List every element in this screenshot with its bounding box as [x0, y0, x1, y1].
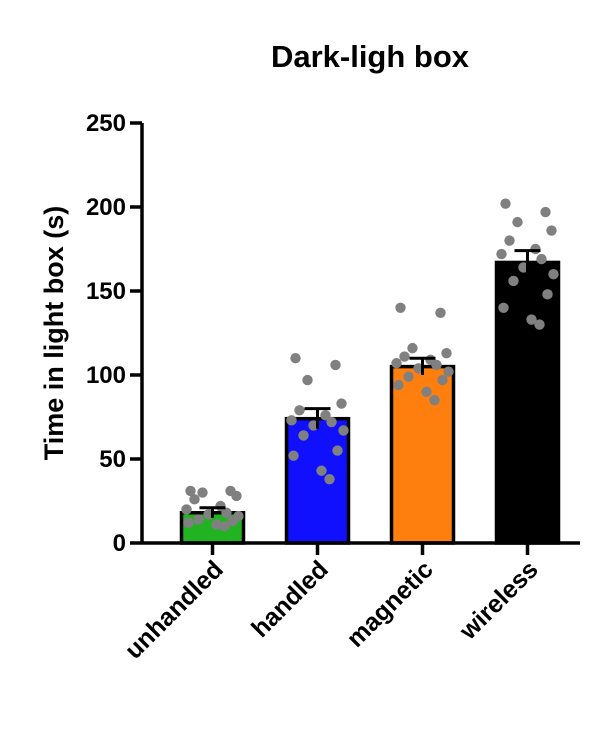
- data-point-unhandled: [189, 494, 200, 505]
- data-point-wireless: [498, 302, 509, 313]
- x-tick-label-magnetic: magnetic: [341, 555, 438, 652]
- bar-handled: [284, 416, 351, 545]
- data-point-unhandled: [221, 507, 232, 518]
- error-bars-layer: [199, 249, 541, 518]
- data-point-magnetic: [441, 347, 452, 359]
- data-point-wireless: [500, 198, 511, 209]
- y-tick-label: 250: [86, 110, 126, 137]
- data-point-wireless: [526, 314, 537, 325]
- data-point-unhandled: [227, 515, 238, 527]
- data-point-wireless: [496, 248, 507, 260]
- data-point-unhandled: [183, 517, 194, 529]
- data-point-wireless: [534, 319, 545, 330]
- y-tick-label: 50: [99, 446, 126, 473]
- x-tick-label-wireless: wireless: [453, 555, 543, 645]
- y-axis-label: Time in light box (s): [39, 206, 69, 461]
- points-layer: [181, 198, 559, 532]
- data-point-unhandled: [211, 519, 222, 530]
- data-point-handled: [326, 416, 337, 428]
- data-point-magnetic: [399, 351, 410, 362]
- data-point-wireless: [542, 289, 553, 300]
- data-point-magnetic: [431, 359, 442, 371]
- data-point-handled: [332, 445, 343, 456]
- y-tick-label: 200: [86, 194, 126, 221]
- data-point-magnetic: [395, 302, 406, 313]
- data-point-magnetic: [393, 379, 404, 391]
- data-point-magnetic: [403, 371, 414, 382]
- data-point-handled: [302, 374, 313, 386]
- axes-layer: [130, 121, 580, 555]
- data-point-handled: [320, 410, 331, 421]
- data-point-handled: [330, 359, 341, 371]
- data-point-magnetic: [421, 386, 432, 397]
- data-point-wireless: [548, 269, 559, 280]
- data-point-unhandled: [181, 504, 192, 515]
- data-point-handled: [290, 353, 301, 364]
- x-tick-label-handled: handled: [246, 555, 334, 643]
- data-point-wireless: [536, 253, 547, 265]
- data-point-wireless: [546, 225, 557, 236]
- data-point-wireless: [530, 243, 541, 255]
- data-point-magnetic: [429, 395, 440, 406]
- data-point-magnetic: [407, 342, 418, 354]
- data-point-wireless: [512, 216, 523, 228]
- data-point-unhandled: [185, 485, 196, 497]
- data-point-handled: [294, 405, 305, 416]
- x-tick-label-unhandled: unhandled: [120, 555, 229, 664]
- data-point-magnetic: [435, 307, 446, 319]
- data-point-handled: [316, 465, 327, 476]
- data-point-handled: [336, 398, 347, 409]
- data-point-unhandled: [219, 521, 230, 532]
- data-point-unhandled: [231, 490, 242, 502]
- y-tick-label: 100: [86, 362, 126, 389]
- y-tick-label: 0: [113, 530, 126, 557]
- data-point-wireless: [540, 206, 551, 218]
- data-point-wireless: [504, 235, 515, 246]
- labels-layer: unhandled handled magnetic wireless 0 50 100 15…: [86, 110, 544, 665]
- data-point-unhandled: [197, 487, 208, 498]
- data-point-handled: [288, 450, 299, 461]
- data-point-wireless: [508, 275, 519, 287]
- data-point-magnetic: [443, 366, 454, 377]
- data-point-handled: [338, 425, 349, 436]
- data-point-handled: [286, 415, 297, 426]
- data-point-handled: [324, 473, 335, 485]
- data-point-handled: [298, 430, 309, 441]
- chart-title: Dark-ligh box: [271, 39, 470, 74]
- y-tick-label: 150: [86, 278, 126, 305]
- data-point-magnetic: [437, 374, 448, 386]
- data-point-unhandled: [193, 514, 204, 525]
- data-point-magnetic: [391, 358, 402, 369]
